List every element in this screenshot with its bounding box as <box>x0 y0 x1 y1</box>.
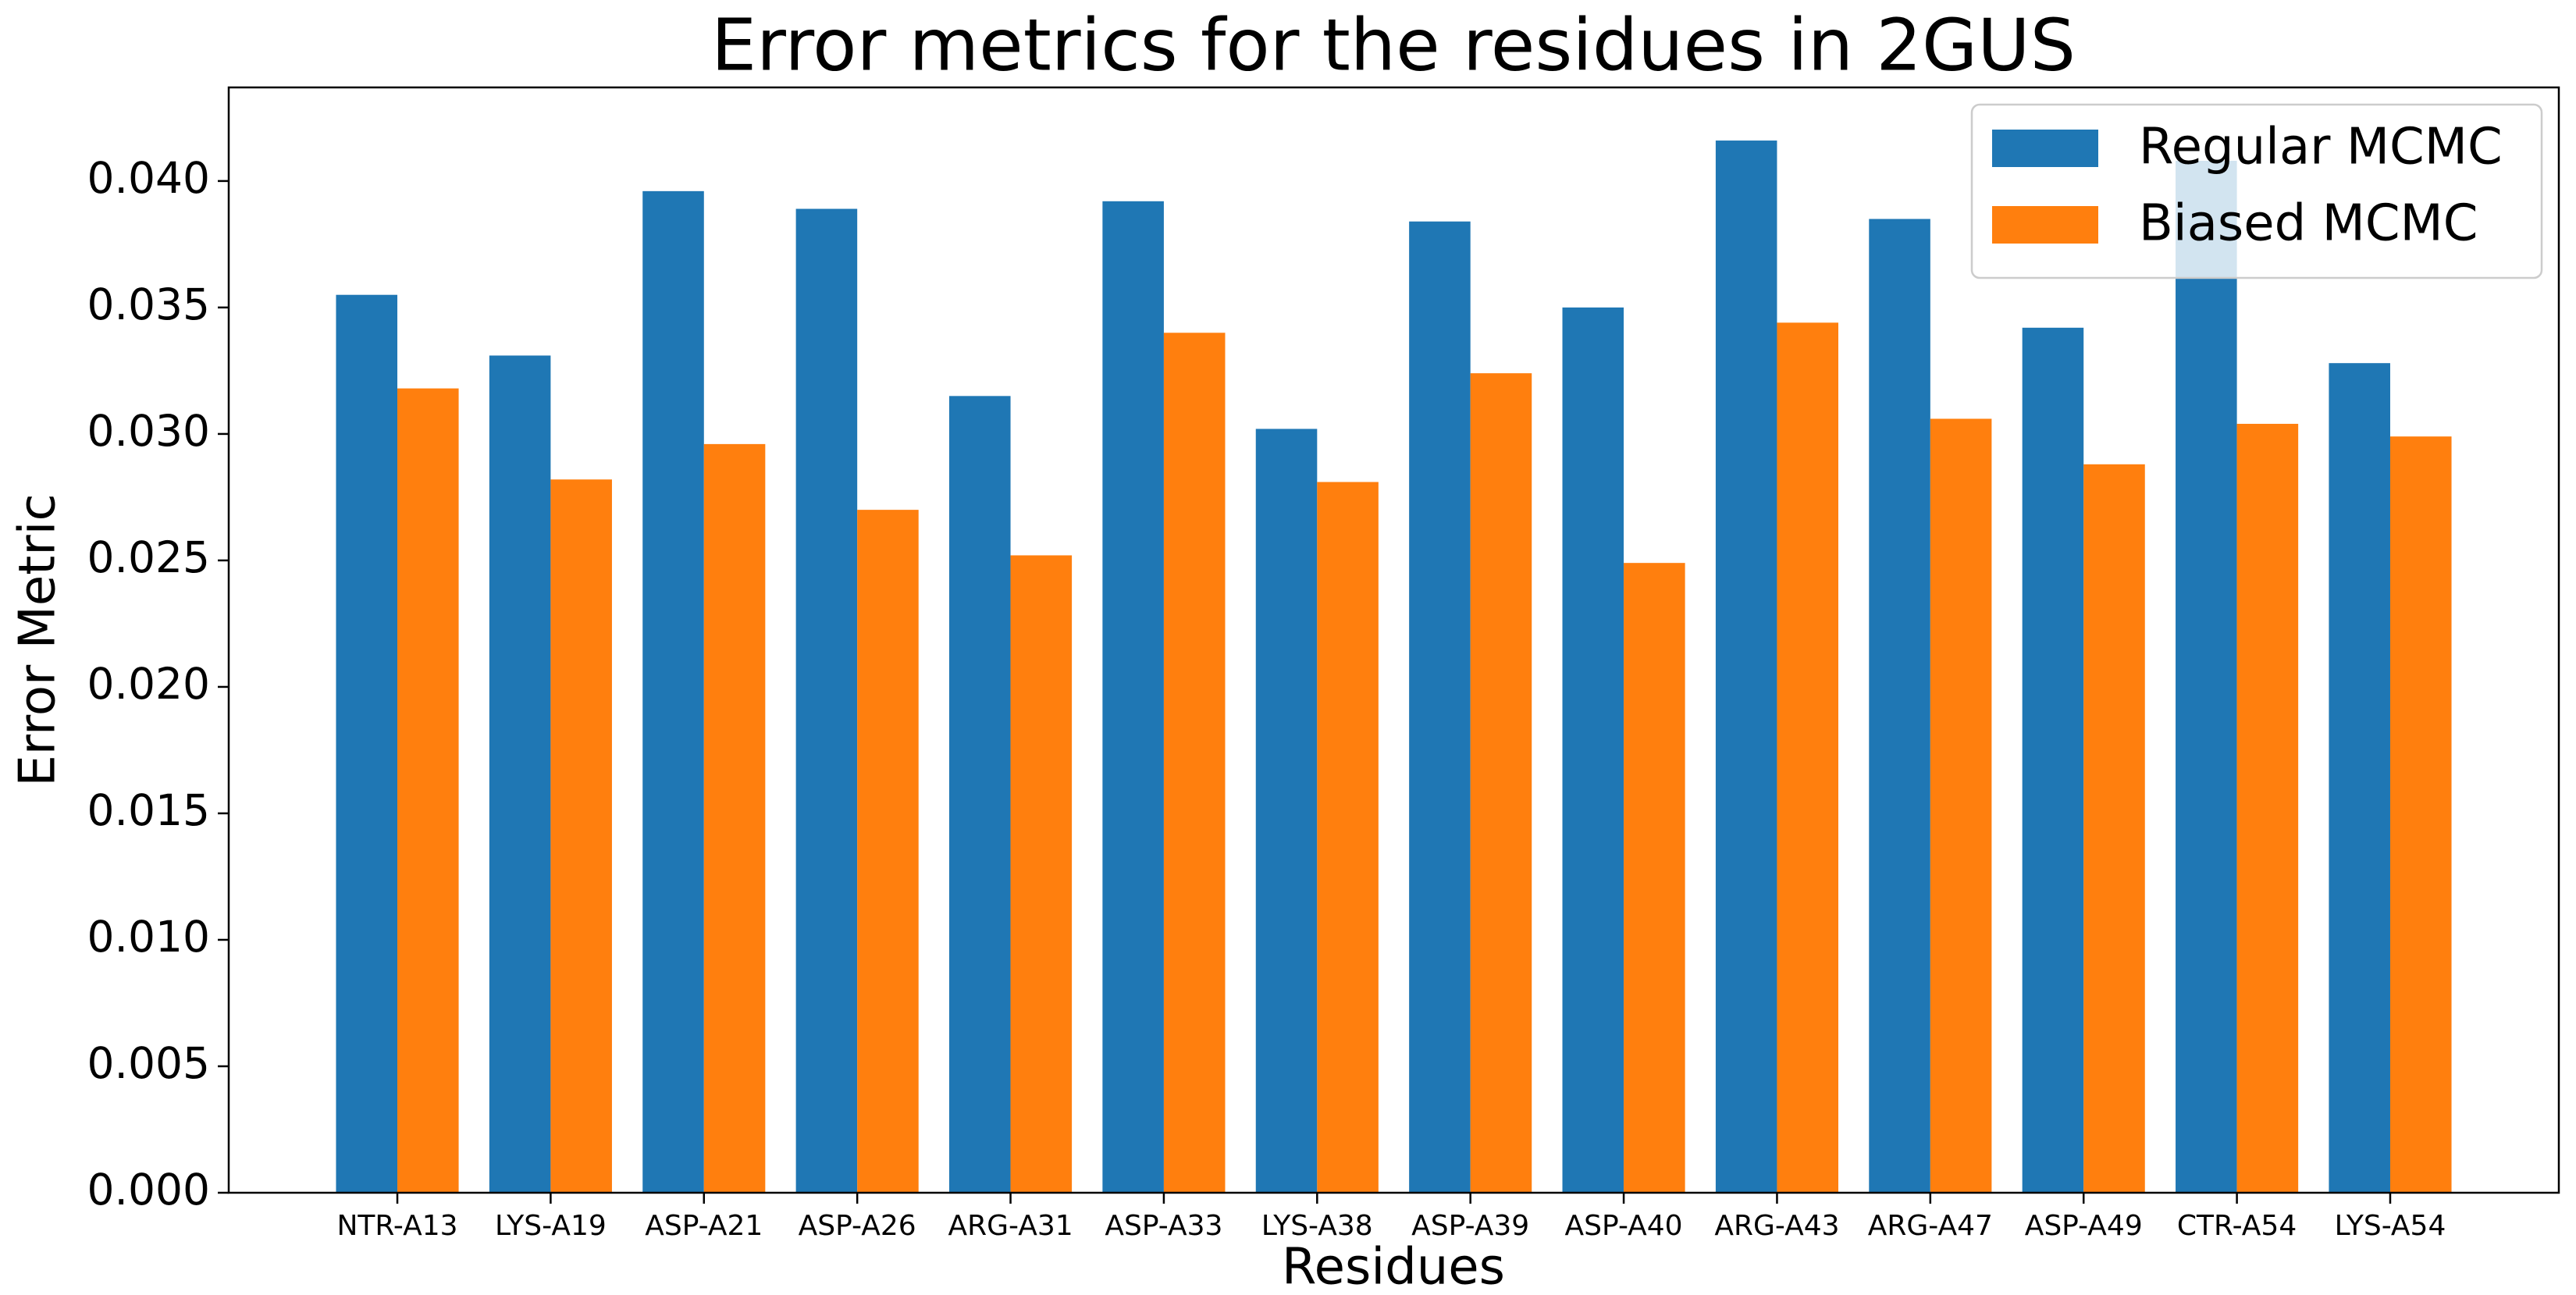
bar <box>1163 333 1226 1193</box>
y-tick-label: 0.010 <box>87 912 210 962</box>
bar <box>857 510 919 1193</box>
y-tick-label: 0.030 <box>87 406 210 456</box>
bar <box>550 479 612 1193</box>
bar <box>336 294 398 1193</box>
y-tick-label: 0.005 <box>87 1038 210 1088</box>
bar <box>1010 555 1073 1193</box>
bar <box>1562 307 1624 1193</box>
x-tick-label: ASP-A33 <box>1105 1210 1222 1242</box>
x-tick-label: ASP-A39 <box>1411 1210 1529 1242</box>
x-tick-label: ASP-A49 <box>2025 1210 2143 1242</box>
bar <box>1930 418 1992 1193</box>
bar <box>642 190 704 1193</box>
x-axis-label: Residues <box>1282 1239 1505 1295</box>
y-tick-label: 0.040 <box>87 153 210 203</box>
legend-label: Biased MCMC <box>2139 195 2478 253</box>
y-tick-label: 0.035 <box>87 279 210 329</box>
x-tick-label: LYS-A38 <box>1261 1210 1373 1242</box>
bar <box>2176 160 2237 1193</box>
x-tick-label: NTR-A13 <box>336 1210 457 1242</box>
bar <box>795 208 858 1193</box>
bar <box>1777 322 1839 1193</box>
x-tick-label: ASP-A40 <box>1565 1210 1683 1242</box>
bar <box>1409 221 1471 1193</box>
y-axis-label: Error Metric <box>9 493 67 786</box>
bar <box>489 355 551 1193</box>
bar <box>1317 482 1379 1193</box>
x-tick-label: ARG-A47 <box>1868 1210 1993 1242</box>
x-tick-label: ASP-A21 <box>645 1210 763 1242</box>
bar <box>2389 436 2452 1193</box>
legend: Regular MCMC Biased MCMC <box>1970 103 2543 279</box>
legend-swatch <box>1992 206 2098 244</box>
bar <box>1470 373 1532 1194</box>
x-tick-label: LYS-A19 <box>495 1210 607 1242</box>
bar <box>397 388 459 1194</box>
bar <box>2236 423 2299 1193</box>
bar <box>703 443 766 1193</box>
plot-frame <box>227 86 2560 1194</box>
y-tick-label: 0.000 <box>87 1165 210 1215</box>
bar <box>1102 201 1164 1193</box>
bar <box>2329 363 2390 1193</box>
chart-title: Error metrics for the residues in 2GUS <box>711 3 2076 87</box>
bar <box>948 396 1011 1194</box>
y-tick-label: 0.015 <box>87 785 210 835</box>
y-tick-label: 0.020 <box>87 659 210 709</box>
bar <box>2083 464 2145 1193</box>
x-tick-label: ASP-A26 <box>799 1210 916 1242</box>
bar <box>2022 327 2084 1194</box>
legend-label: Regular MCMC <box>2139 119 2503 176</box>
bar <box>1715 141 1777 1193</box>
x-tick-label: ARG-A31 <box>948 1210 1073 1242</box>
bar <box>1869 219 1930 1194</box>
legend-swatch <box>1992 130 2098 167</box>
bar <box>1624 563 1685 1193</box>
legend-box <box>1970 103 2543 279</box>
bar <box>1255 429 1318 1193</box>
x-tick-label: CTR-A54 <box>2177 1210 2297 1242</box>
y-tick-label: 0.025 <box>87 532 210 582</box>
x-tick-label: LYS-A54 <box>2335 1210 2446 1242</box>
x-tick-label: ARG-A43 <box>1714 1210 1839 1242</box>
